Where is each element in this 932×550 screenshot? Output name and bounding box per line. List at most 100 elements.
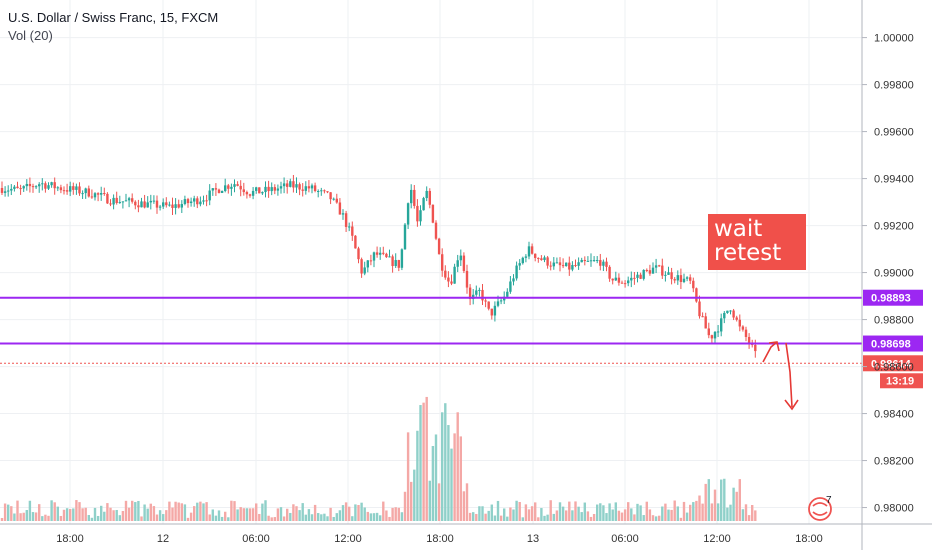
candle-body: [199, 201, 202, 205]
volume-bar: [506, 516, 509, 521]
volume-bar: [93, 507, 97, 521]
volume-bar: [152, 506, 156, 521]
candle-body: [558, 262, 562, 266]
volume-bar: [540, 508, 543, 521]
volume-indicator-label[interactable]: Vol (20): [8, 28, 53, 43]
candle-body: [255, 187, 258, 191]
volume-bar: [34, 512, 38, 521]
volume-bar: [682, 501, 686, 521]
volume-bar: [403, 491, 407, 521]
candle-body: [540, 258, 543, 261]
candle-body: [270, 187, 273, 192]
candle-body: [515, 265, 518, 279]
candle-body: [106, 193, 109, 204]
volume-bar: [379, 515, 382, 521]
drawing-arrows[interactable]: [762, 341, 799, 411]
volume-bar: [103, 511, 106, 521]
volume-bar: [729, 504, 732, 521]
candle-body: [208, 190, 211, 201]
volume-bar: [44, 514, 47, 521]
arrow-down-line[interactable]: [785, 342, 793, 408]
candle-body: [620, 282, 624, 284]
level-lines[interactable]: 0.98893 0.98698 0.98614 13:19: [0, 289, 923, 389]
volume-bar: [648, 509, 652, 521]
volume-bar: [596, 504, 599, 521]
volume-bar: [499, 515, 503, 521]
candle-body: [543, 257, 546, 261]
badge-arc: [812, 511, 828, 516]
volume-bar: [434, 434, 438, 521]
volume-bar: [410, 481, 413, 521]
volume-bar: [543, 515, 546, 521]
last-price-label-bg: [863, 355, 923, 372]
volume-bar: [447, 425, 450, 521]
candle-body: [137, 205, 140, 208]
price-tick-label: 0.98200: [874, 456, 914, 468]
candle-body: [462, 255, 466, 271]
volume-bar: [394, 507, 397, 521]
volume-bar: [13, 513, 16, 521]
time-axis[interactable]: 18:00 12 06:00 12:00 18:00 13 06:00 12:00 18:00: [0, 523, 932, 545]
candle-body: [307, 186, 311, 189]
candle-body: [654, 265, 658, 268]
annotation-note[interactable]: wait retest: [708, 214, 806, 270]
candle-body: [636, 274, 639, 278]
volume-bar: [503, 508, 506, 521]
candle-body: [351, 226, 354, 236]
candle-body: [180, 204, 183, 208]
candle-body: [140, 201, 143, 208]
symbol-title[interactable]: U.S. Dollar / Swiss Franc, 15, FXCM: [8, 10, 219, 25]
price-axis[interactable]: 1.00000 0.99800 0.99600 0.99400 0.99200 0.990…: [862, 33, 914, 515]
candle-body: [286, 183, 289, 187]
price-tick-label: 0.99200: [874, 221, 914, 233]
candle-body: [242, 189, 245, 193]
volume-bar: [385, 510, 388, 521]
arrow-up-head[interactable]: [768, 341, 780, 352]
volume-bar: [292, 504, 295, 521]
candle-body: [372, 252, 376, 261]
candle-body: [165, 202, 168, 206]
candle-body: [251, 190, 255, 196]
candle-body: [127, 198, 131, 201]
candle-body: [518, 263, 521, 266]
volume-bar: [707, 479, 710, 521]
volume-bar: [109, 507, 112, 521]
candle-body: [224, 185, 227, 192]
volume-bar: [258, 513, 261, 521]
arrow-up-line[interactable]: [762, 341, 778, 363]
volume-bar: [146, 508, 149, 521]
volume-bar: [481, 506, 484, 521]
candle-body: [481, 289, 484, 301]
volume-bar: [96, 515, 100, 521]
candle-body: [292, 181, 295, 188]
volume-bar: [450, 448, 453, 521]
candle-body: [100, 193, 103, 195]
volume-bar: [279, 507, 283, 521]
candle-body: [162, 202, 165, 207]
candle-body: [227, 185, 230, 189]
volume-bar: [692, 502, 695, 521]
volume-bar: [298, 510, 301, 521]
volume-bar: [261, 503, 264, 521]
volume-bar: [72, 508, 75, 521]
candle-body: [177, 204, 180, 208]
volume-bar: [369, 513, 373, 521]
candle-body: [90, 196, 94, 198]
volume-bar: [186, 517, 190, 521]
volume-bar: [546, 514, 549, 521]
volume-bar: [310, 514, 314, 521]
candle-body: [174, 204, 177, 208]
candle-body: [689, 277, 692, 281]
arrow-down-head[interactable]: [784, 399, 799, 411]
volume-bar: [679, 517, 683, 521]
candle-body: [754, 344, 757, 352]
candle-body: [633, 277, 636, 279]
candle-body: [738, 319, 741, 327]
candle-body: [65, 190, 69, 192]
tradingview-badge-icon[interactable]: 7: [808, 495, 832, 521]
candle-body: [630, 277, 633, 281]
candle-body: [580, 259, 583, 263]
candle-body: [320, 190, 323, 192]
